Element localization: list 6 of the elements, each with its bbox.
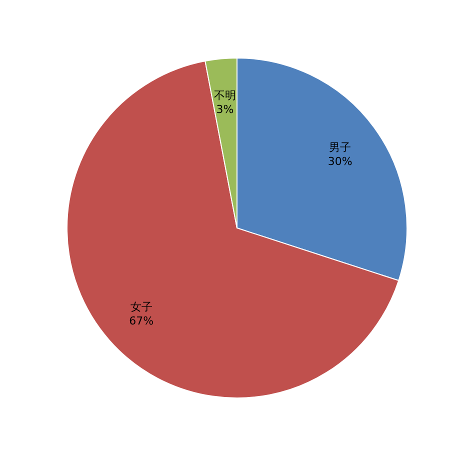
slice-label: 不明	[214, 89, 236, 102]
data-label: 67%	[129, 314, 154, 328]
slice-label: 男子	[329, 141, 352, 154]
slice-label: 女子	[130, 300, 152, 314]
data-label: 3%	[216, 103, 234, 116]
data-label: 30%	[328, 155, 352, 168]
